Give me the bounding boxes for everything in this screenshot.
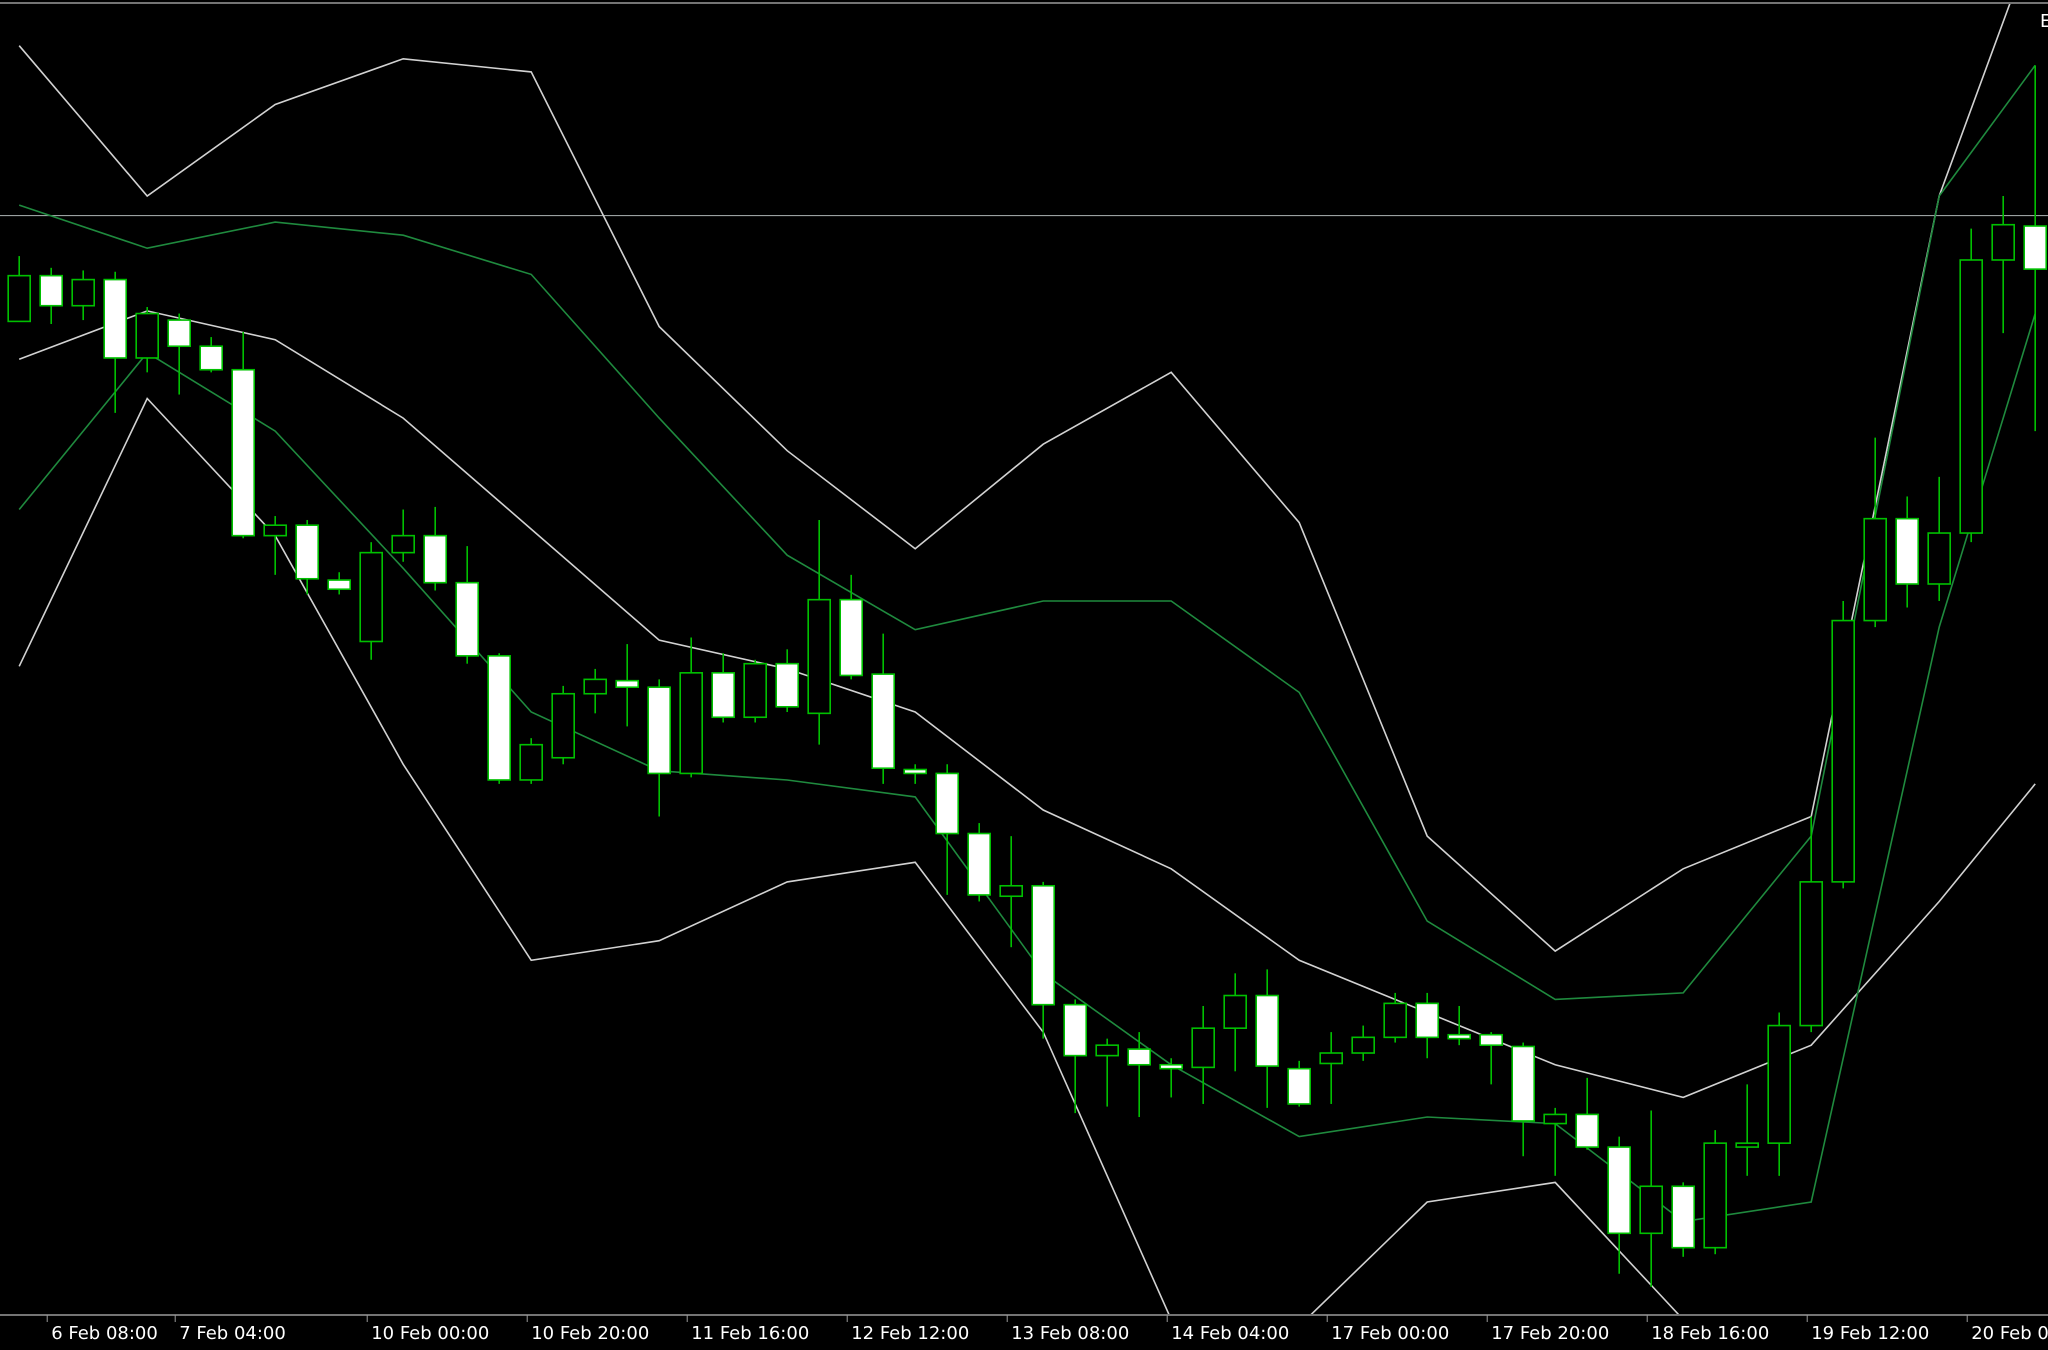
x-tick-label: 10 Feb 00:00 xyxy=(371,1323,489,1344)
x-tick-label: 18 Feb 16:00 xyxy=(1651,1323,1769,1344)
candle-body xyxy=(647,686,672,775)
candle-body xyxy=(1703,1142,1727,1249)
candle-body xyxy=(71,278,95,307)
candle-body xyxy=(903,768,928,775)
candle-body xyxy=(231,368,255,537)
candle-body xyxy=(167,319,191,348)
x-tick-label: 14 Feb 04:00 xyxy=(1171,1323,1289,1344)
candle-body xyxy=(1927,532,1951,585)
candle-body xyxy=(679,672,704,775)
candle-body xyxy=(1287,1067,1311,1105)
candle-body xyxy=(1959,259,1983,534)
candle-body xyxy=(935,772,960,835)
candle-body xyxy=(1639,1185,1663,1235)
candle-body xyxy=(1095,1044,1119,1057)
x-tick-label: 7 Feb 04:00 xyxy=(179,1323,286,1344)
indicator-line xyxy=(18,4,2011,953)
candle-body xyxy=(455,581,480,657)
candle-body xyxy=(871,673,896,770)
candle-body xyxy=(199,345,223,371)
candle-body xyxy=(423,534,448,584)
candle-body xyxy=(391,534,416,554)
candle-body xyxy=(1351,1036,1375,1054)
candle-body xyxy=(1767,1024,1791,1144)
candle-body xyxy=(1383,1002,1407,1039)
candle-body xyxy=(583,678,608,695)
candle-body xyxy=(551,692,576,759)
candle-body xyxy=(359,551,384,643)
candle-body xyxy=(839,598,864,677)
candle-body xyxy=(1575,1113,1599,1148)
candle-body xyxy=(1479,1033,1503,1046)
x-tick-label: 6 Feb 08:00 xyxy=(51,1323,158,1344)
candle-body xyxy=(1447,1033,1471,1040)
candle-body xyxy=(2023,225,2047,270)
x-tick-label: 19 Feb 12:00 xyxy=(1811,1323,1929,1344)
candle-body xyxy=(807,598,832,715)
candle-body xyxy=(1511,1045,1535,1122)
x-tick-label: 17 Feb 20:00 xyxy=(1491,1323,1609,1344)
candle-body xyxy=(1063,1003,1087,1057)
candle-body xyxy=(1159,1063,1183,1070)
candle-body xyxy=(1255,994,1279,1067)
x-tick-label: 10 Feb 20:00 xyxy=(531,1323,649,1344)
candle-body xyxy=(1607,1146,1631,1235)
candle-body xyxy=(1895,517,1919,585)
candle-body xyxy=(263,524,288,537)
candle-body xyxy=(775,662,800,708)
x-tick-label: 13 Feb 08:00 xyxy=(1011,1323,1129,1344)
candle-body xyxy=(1991,223,2015,261)
candle-body xyxy=(327,579,352,591)
candle-body xyxy=(1191,1027,1215,1069)
candle-body xyxy=(711,672,736,719)
candle-body xyxy=(1415,1002,1439,1039)
candle-body xyxy=(1223,994,1247,1029)
candle-body xyxy=(1831,619,1855,883)
candle-body xyxy=(743,662,768,719)
candle-body xyxy=(615,679,640,689)
candle-body xyxy=(39,274,64,307)
candle-body xyxy=(1031,884,1055,1006)
candle-body xyxy=(1863,517,1887,622)
candle-body xyxy=(999,884,1024,898)
candle-body xyxy=(519,743,544,781)
candle-body xyxy=(1543,1113,1567,1125)
candle-body xyxy=(487,655,512,781)
candle-body xyxy=(1735,1142,1759,1148)
indicator-line xyxy=(18,64,2036,1001)
x-tick-label: 20 Feb 0 xyxy=(1971,1323,2048,1344)
x-tick-label: 12 Feb 12:00 xyxy=(851,1323,969,1344)
x-tick-label: 17 Feb 00:00 xyxy=(1331,1323,1449,1344)
candle-body xyxy=(967,832,992,896)
candle-body xyxy=(135,312,159,359)
candle-body xyxy=(1671,1185,1695,1249)
candle-body xyxy=(1799,881,1823,1027)
corner-label: E xyxy=(2040,11,2048,32)
candle-body xyxy=(295,524,320,580)
candle-body xyxy=(1127,1048,1151,1066)
indicator-line xyxy=(18,310,2036,1099)
candle-body xyxy=(7,274,31,323)
x-tick-label: 11 Feb 16:00 xyxy=(691,1323,809,1344)
candle-body xyxy=(1319,1052,1343,1065)
candle-body xyxy=(103,278,127,359)
